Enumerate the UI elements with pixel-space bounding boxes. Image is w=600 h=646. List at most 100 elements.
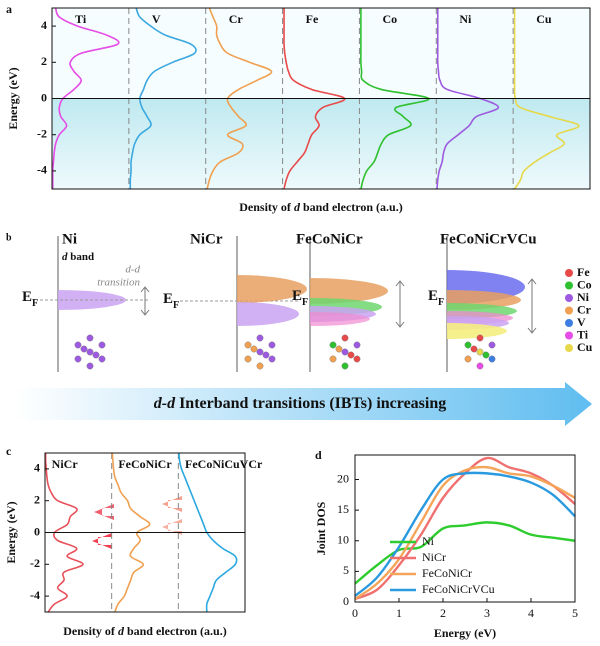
x-axis-label: Energy (eV): [434, 626, 496, 640]
line: [354, 521, 576, 585]
fermi-part: F: [302, 297, 308, 308]
panel-label: d: [315, 448, 322, 462]
fermi-part: E: [428, 288, 438, 304]
atom: [74, 341, 82, 349]
band: [237, 275, 307, 303]
band: [237, 302, 299, 326]
atom: [476, 348, 484, 356]
fermi-part: F: [32, 298, 38, 309]
legend-dot: [565, 306, 573, 315]
atom: [256, 334, 264, 342]
atom: [262, 351, 270, 359]
panel-b: b d-d Interband transitions (IBTs) incre…: [6, 231, 593, 549]
y-tick-label: -4: [37, 163, 47, 177]
y-tick-label: 5: [343, 563, 349, 577]
arrow-text-part: Interband transitions (IBTs) increasing: [175, 395, 446, 412]
fermi-label: EF: [22, 289, 38, 308]
atom: [341, 348, 349, 356]
legend-dot: [565, 294, 573, 302]
legend-label: FeCoNiCrVCu: [422, 582, 495, 596]
x-axis-label-part: d: [118, 624, 125, 638]
atom: [488, 341, 496, 349]
atom: [74, 355, 82, 363]
arrow-text-part: d-d: [154, 395, 176, 412]
atom: [464, 341, 472, 349]
atom: [268, 341, 276, 349]
legend-label: Cr: [577, 302, 592, 316]
panel-label: a: [6, 2, 12, 16]
shift-arrow: [94, 504, 114, 520]
fermi-part: F: [173, 300, 179, 311]
legend-label: Ni: [422, 534, 435, 548]
shift-arrow: [162, 496, 182, 512]
x-axis-label: Density of d band electron (a.u.): [239, 200, 402, 214]
band: [310, 278, 388, 304]
y-tick-label: 0: [41, 90, 47, 104]
subtitle-part: band: [68, 251, 95, 263]
subtitle-part: d: [62, 251, 68, 263]
y-tick-label: 2: [34, 492, 40, 506]
plot-frame: [51, 7, 591, 190]
panel-title: Ni: [62, 231, 77, 247]
y-tick-label: 20: [337, 471, 349, 485]
atom: [482, 351, 490, 359]
series-name: Co: [382, 12, 397, 26]
atom: [353, 341, 361, 349]
atom: [256, 348, 264, 356]
legend-dot: [565, 344, 573, 352]
atom: [329, 355, 337, 363]
crystal-icons: [74, 334, 496, 370]
atom: [268, 355, 276, 363]
atom: [98, 355, 106, 363]
atom: [341, 362, 349, 370]
y-tick-label: 4: [34, 461, 40, 475]
y-tick-label: 2: [41, 54, 47, 68]
legend-dot: [565, 319, 573, 327]
x-tick-label: 1: [396, 606, 402, 620]
atom: [476, 362, 484, 370]
legend-dot: [565, 269, 573, 277]
panel-title: NiCr: [190, 231, 223, 247]
atom: [80, 345, 88, 353]
y-tick-label: 10: [337, 533, 349, 547]
y-tick-label: 0: [34, 524, 40, 538]
panel-title: FeCoNiCr: [296, 231, 363, 247]
panel-title: FeCoNiCrVCu: [440, 231, 537, 247]
x-tick-label: 4: [528, 606, 534, 620]
legend-label: FeCoNiCr: [422, 566, 472, 580]
arrow-text: d-d Interband transitions (IBTs) increas…: [154, 395, 447, 412]
fermi-part: E: [22, 289, 32, 305]
series-name: FeCoNiCuVCr: [185, 457, 263, 471]
shift-arrow: [92, 533, 112, 549]
fermi-part: F: [438, 297, 444, 308]
atom: [86, 334, 94, 342]
atom: [341, 334, 349, 342]
y-axis-label: Energy (eV): [6, 67, 20, 129]
legend-label: NiCr: [422, 550, 446, 564]
series-name: Ti: [75, 12, 87, 26]
y-tick-label: 15: [337, 502, 349, 516]
atom: [86, 362, 94, 370]
series-name: Fe: [306, 12, 319, 26]
x-axis-label-part: d: [294, 200, 301, 214]
legend-label: Fe: [577, 265, 590, 279]
series-name: Ni: [459, 12, 472, 26]
x-tick-label: 5: [572, 606, 578, 620]
x-axis-label: Density of d band electron (a.u.): [63, 624, 226, 638]
transition-label: transition: [97, 277, 140, 289]
series-name: Cu: [536, 12, 552, 26]
shade-above: [52, 8, 590, 99]
x-axis-label-part: band electron (a.u.): [124, 624, 227, 638]
atom: [92, 351, 100, 359]
atom: [347, 351, 355, 359]
shift-arrow: [162, 519, 182, 535]
legend-label: Ni: [577, 290, 590, 304]
y-tick-label: -2: [37, 126, 47, 140]
atom: [353, 355, 361, 363]
transition-label: d-d: [125, 264, 140, 276]
legend-label: Co: [577, 277, 592, 291]
y-axis-label: Joint DOS: [314, 501, 328, 555]
arrow-band: [15, 382, 592, 426]
